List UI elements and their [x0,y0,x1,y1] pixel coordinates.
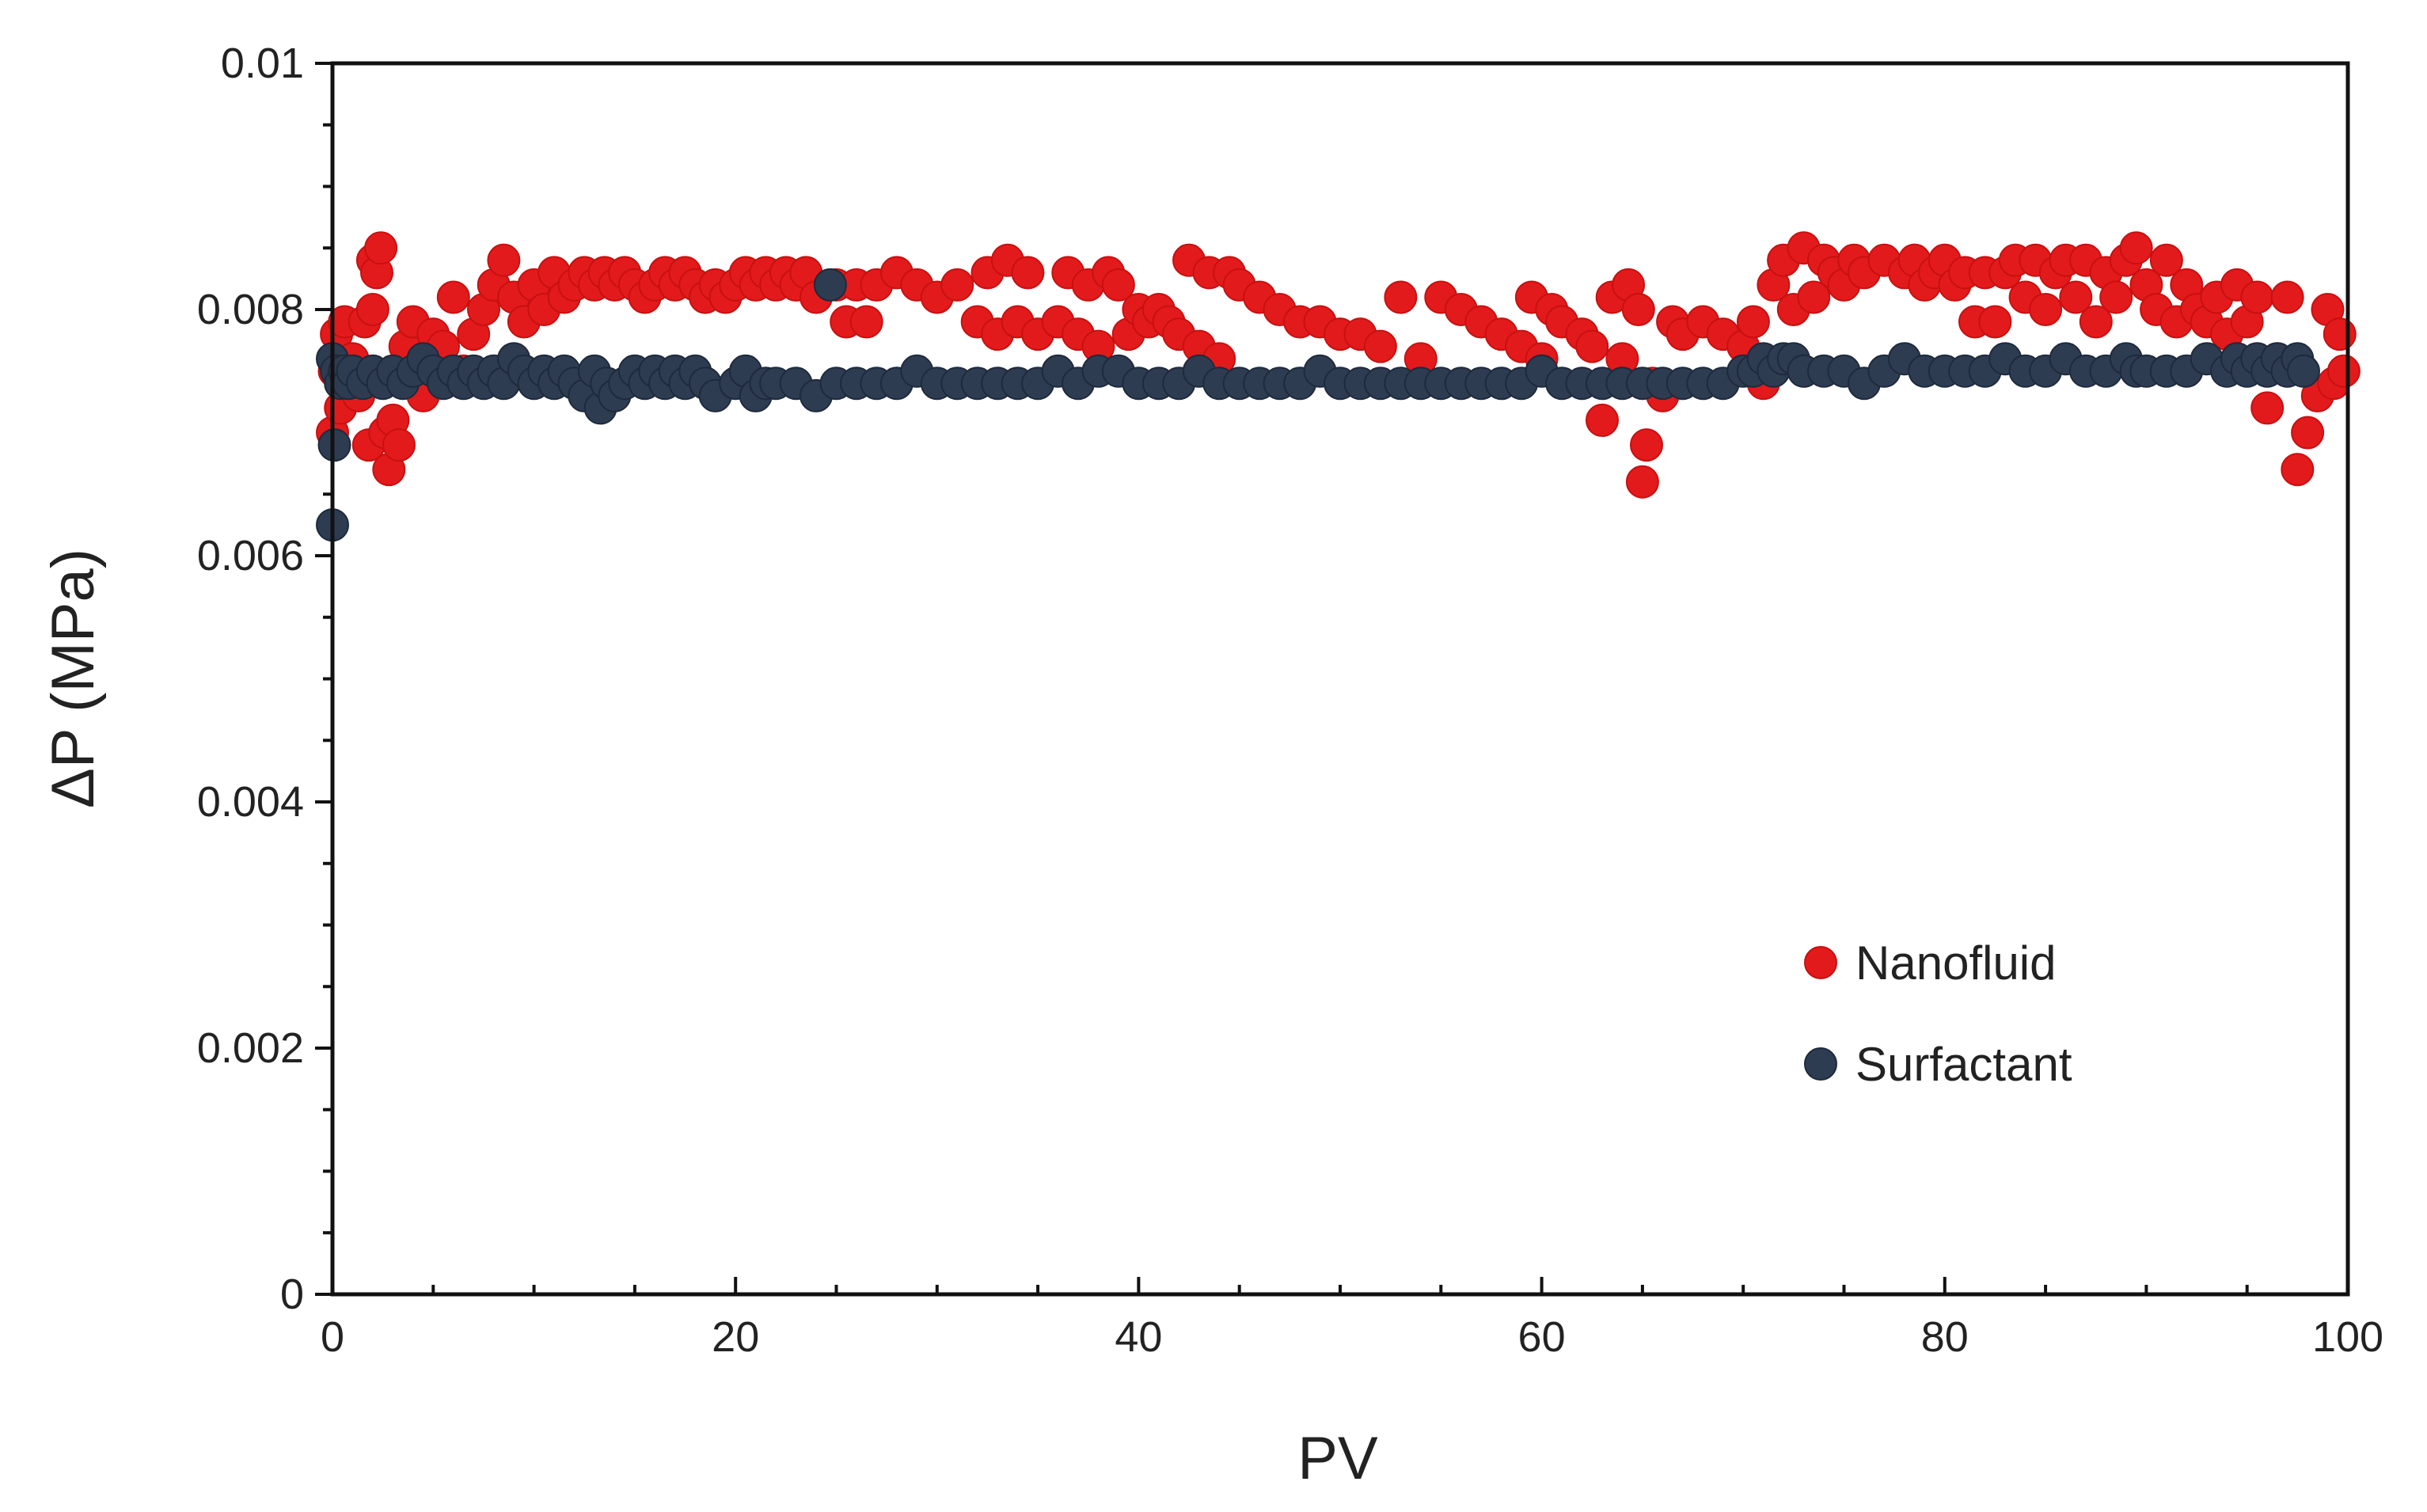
legend: Nanofluid Surfactant [1804,936,2072,1091]
nanofluid-point [1363,329,1397,363]
nanofluid-point [1621,293,1655,326]
nanofluid-point [2119,231,2153,265]
nanofluid-point [1630,428,1663,462]
nanofluid-point [1101,268,1135,302]
data-points [316,231,2361,542]
nanofluid-point [487,243,521,277]
nanofluid-point [940,268,974,302]
nanofluid-point [1625,465,1659,499]
x-tick-label: 20 [712,1313,759,1361]
axis-tick-labels: 0 20 40 60 80 100 0 0.002 0.004 0.006 0.008 0.01 [197,40,2383,1361]
nanofluid-point [2270,280,2304,314]
x-tick-label: 60 [1518,1313,1566,1361]
nanofluid-point [1011,256,1045,290]
y-tick-label: 0.006 [197,532,304,579]
x-tick-label: 40 [1115,1313,1162,1361]
legend-marker-nanofluid [1804,946,1837,979]
legend-label-nanofluid: Nanofluid [1855,936,2057,990]
plot-area-frame [330,61,2350,1297]
y-tick-label: 0.008 [197,286,304,333]
nanofluid-point [2029,293,2063,326]
x-tick-label: 80 [1921,1313,1969,1361]
legend-label-surfactant: Surfactant [1855,1038,2072,1091]
nanofluid-point [849,305,883,339]
nanofluid-point [2149,243,2183,277]
nanofluid-point [1736,305,1770,339]
nanofluid-point [436,280,470,314]
y-tick-label: 0.004 [197,778,304,826]
y-axis-title: ΔP (MPa) [40,549,107,808]
nanofluid-point [364,231,398,265]
nanofluid-point [2323,317,2357,351]
nanofluid-point [1797,280,1831,314]
y-tick-label: 0.002 [197,1024,304,1072]
nanofluid-point [355,293,389,326]
legend-marker-surfactant [1804,1047,1837,1081]
nanofluid-point [1586,403,1619,437]
nanofluid-point [2326,354,2361,388]
nanofluid-point [2079,305,2113,339]
nanofluid-point [2059,280,2093,314]
nanofluid-point [1575,329,1609,363]
nanofluid-point [2281,453,2315,487]
surfactant-point [2287,354,2320,388]
nanofluid-point [1978,305,2012,339]
y-tick-label: 0.01 [221,40,304,87]
nanofluid-point [1384,280,1418,314]
x-tick-label: 0 [321,1313,344,1361]
series-surfactant [316,268,2320,542]
x-tick-label: 100 [2312,1313,2383,1361]
y-tick-label: 0 [280,1271,304,1318]
nanofluid-point [2240,280,2274,314]
x-axis-title: PV [1297,1425,1378,1492]
nanofluid-point [2250,391,2285,425]
nanofluid-point [2099,280,2133,314]
nanofluid-point [2291,416,2325,450]
surfactant-point [813,268,847,302]
nanofluid-point [382,428,416,462]
